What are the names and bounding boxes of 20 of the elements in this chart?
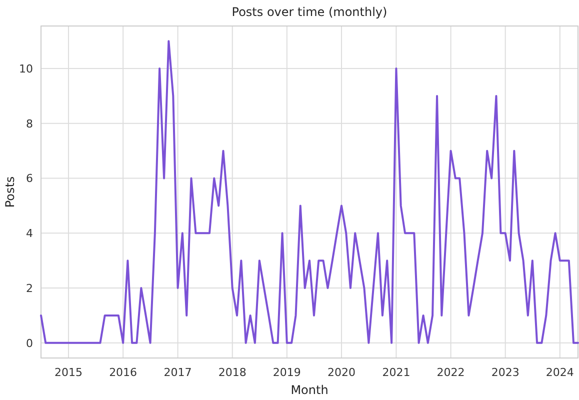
x-axis-title: Month (290, 383, 328, 397)
x-tick-label: 2021 (382, 366, 410, 379)
x-tick-label: 2023 (491, 366, 520, 379)
y-tick-label: 2 (26, 282, 33, 295)
x-tick-label: 2018 (218, 366, 246, 379)
y-tick-label: 4 (26, 227, 33, 240)
y-tick-label: 6 (26, 172, 33, 186)
x-tick-label: 2015 (54, 366, 83, 379)
x-tick-label: 2024 (546, 366, 574, 379)
x-tick-label: 2019 (272, 366, 301, 379)
y-tick-label: 8 (26, 117, 33, 130)
x-tick-label: 2022 (436, 366, 465, 379)
x-tick-label: 2016 (109, 366, 138, 379)
y-axis-title: Posts (3, 176, 17, 208)
line-series (40, 40, 579, 344)
x-tick-label: 2017 (164, 366, 192, 379)
y-tick-label: 10 (19, 62, 33, 76)
y-tick-label: 0 (26, 336, 33, 350)
x-tick-label: 2020 (327, 366, 356, 379)
chart-title: Posts over time (monthly) (232, 5, 388, 19)
